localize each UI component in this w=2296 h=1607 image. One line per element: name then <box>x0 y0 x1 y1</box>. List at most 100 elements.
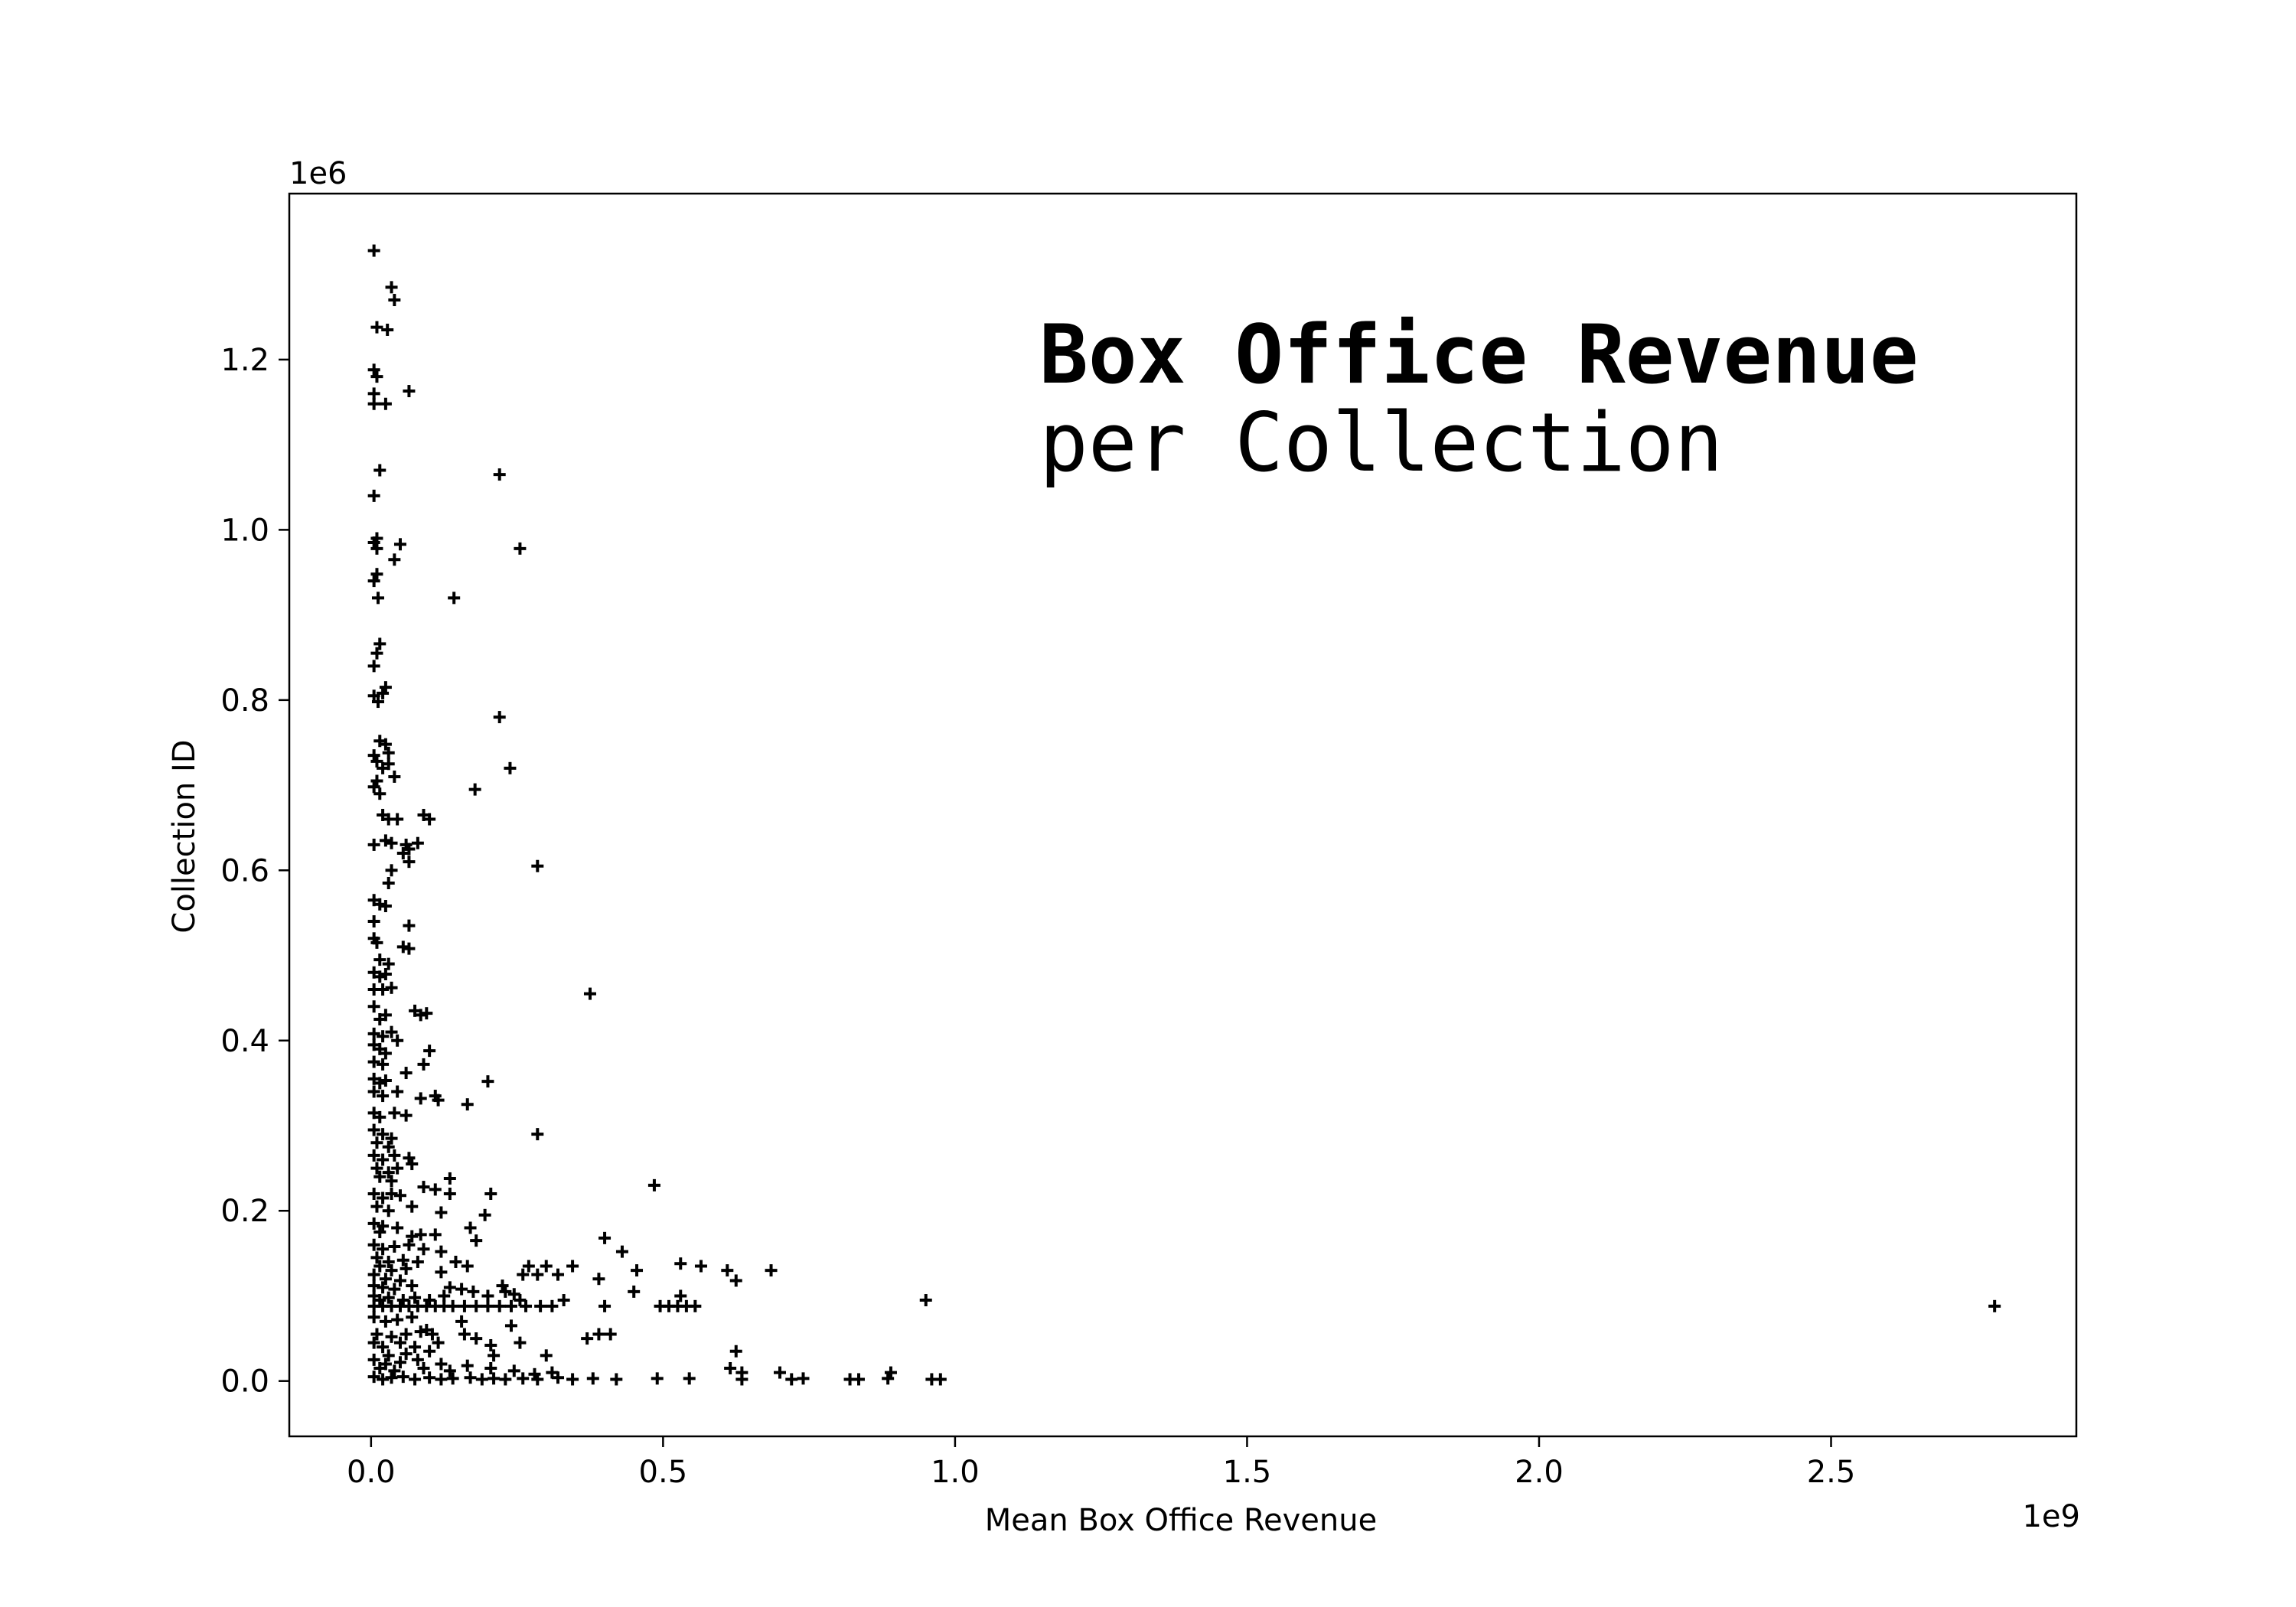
data-point <box>388 294 401 307</box>
data-point <box>464 1221 477 1234</box>
data-point <box>598 1231 612 1244</box>
data-point <box>367 1123 380 1136</box>
y-tick-label: 0.8 <box>220 683 269 719</box>
data-points <box>367 244 2001 1386</box>
data-point <box>388 1240 401 1253</box>
data-point <box>367 1149 380 1162</box>
data-point <box>367 1027 380 1040</box>
data-point <box>373 464 386 477</box>
data-point <box>388 1364 401 1377</box>
data-point <box>438 1289 451 1302</box>
data-point <box>373 1110 386 1123</box>
data-point <box>367 1371 380 1384</box>
data-point <box>435 1266 448 1279</box>
data-point <box>493 1299 506 1312</box>
data-point <box>729 1345 742 1358</box>
data-point <box>417 1181 430 1194</box>
data-point <box>382 1166 395 1179</box>
data-point <box>388 1107 401 1120</box>
data-point <box>406 1200 419 1213</box>
data-point <box>488 1349 501 1362</box>
data-point <box>493 468 506 481</box>
data-point <box>377 1373 390 1386</box>
data-point <box>367 397 380 410</box>
y-axis-label: Collection ID <box>167 739 202 933</box>
data-point <box>382 1140 395 1153</box>
data-point <box>566 1260 579 1273</box>
data-point <box>379 900 392 913</box>
data-point <box>499 1285 512 1298</box>
data-point <box>370 321 383 334</box>
data-point <box>604 1328 617 1341</box>
data-point <box>852 1373 865 1386</box>
data-point <box>429 1228 442 1241</box>
data-point <box>488 1372 501 1385</box>
data-point <box>371 696 384 709</box>
data-point <box>443 1364 456 1377</box>
x-axis-ticks: 0.0 0.5 1.0 1.5 2.0 2.5 <box>347 1436 1855 1490</box>
data-point <box>385 981 398 994</box>
data-point <box>393 1189 406 1202</box>
data-point <box>797 1372 810 1385</box>
data-point <box>592 1273 605 1286</box>
data-point <box>411 836 424 849</box>
data-point <box>721 1264 734 1277</box>
data-point <box>507 1364 520 1377</box>
data-point <box>443 1187 456 1200</box>
data-point <box>517 1372 530 1385</box>
x-tick-label: 1.5 <box>1223 1455 1272 1490</box>
data-point <box>403 856 416 869</box>
chart-subtitle: per Collection <box>1039 396 1723 490</box>
data-point <box>367 1279 380 1292</box>
data-point <box>367 244 380 257</box>
data-point <box>674 1257 687 1270</box>
data-point <box>534 1299 547 1312</box>
data-point <box>370 647 383 660</box>
data-point <box>382 1204 395 1217</box>
y-tick-label: 0.4 <box>220 1024 269 1059</box>
data-point <box>400 1109 413 1122</box>
data-point <box>435 1206 448 1219</box>
data-point <box>370 1251 383 1264</box>
data-point <box>377 1090 390 1103</box>
data-point <box>426 1328 439 1341</box>
y-tick-label: 1.0 <box>220 513 269 548</box>
data-point <box>773 1366 786 1379</box>
data-point <box>403 919 416 932</box>
data-point <box>367 781 380 794</box>
data-point <box>409 1291 422 1304</box>
data-point <box>417 1362 430 1375</box>
data-point <box>540 1260 553 1273</box>
data-point <box>478 1208 491 1221</box>
data-point <box>385 1264 398 1277</box>
data-point <box>581 1332 594 1345</box>
data-point <box>385 1371 398 1384</box>
data-point <box>367 915 380 928</box>
data-point <box>517 1268 530 1281</box>
data-point <box>370 568 383 581</box>
data-point <box>385 836 398 849</box>
data-point <box>411 1255 424 1268</box>
data-point <box>628 1285 641 1298</box>
data-point <box>615 1245 628 1258</box>
data-point <box>385 1175 398 1188</box>
data-point <box>481 1299 494 1312</box>
data-point <box>406 1158 419 1171</box>
data-point <box>367 660 380 673</box>
data-point <box>583 987 596 1000</box>
data-point <box>373 1362 386 1375</box>
data-point <box>429 1183 442 1196</box>
data-point <box>367 1000 380 1013</box>
chart-title: Box Office Revenue <box>1039 308 1919 402</box>
data-point <box>552 1268 565 1281</box>
data-point <box>546 1299 559 1312</box>
data-point <box>414 1009 427 1022</box>
data-point <box>531 1373 544 1386</box>
data-point <box>373 1260 386 1273</box>
data-point <box>566 1373 579 1386</box>
data-point <box>443 1281 456 1294</box>
data-point <box>458 1299 471 1312</box>
data-point <box>382 746 395 759</box>
data-point <box>370 1328 383 1341</box>
data-point <box>919 1294 932 1307</box>
